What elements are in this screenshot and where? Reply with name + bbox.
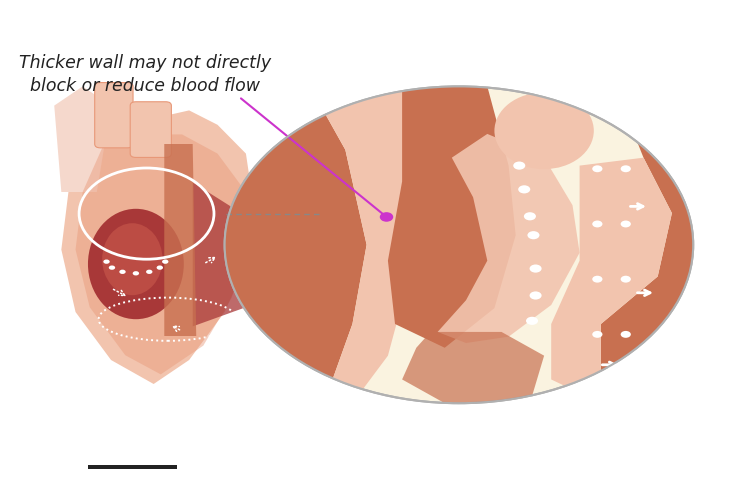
Polygon shape bbox=[601, 86, 693, 403]
Circle shape bbox=[133, 271, 139, 276]
Circle shape bbox=[530, 291, 542, 300]
Polygon shape bbox=[54, 86, 111, 192]
Polygon shape bbox=[62, 110, 253, 384]
Polygon shape bbox=[164, 144, 196, 336]
Circle shape bbox=[592, 165, 602, 172]
Circle shape bbox=[592, 441, 602, 448]
FancyBboxPatch shape bbox=[130, 102, 172, 157]
Text: Thicker wall may not directly
block or reduce blood flow: Thicker wall may not directly block or r… bbox=[19, 54, 272, 95]
Polygon shape bbox=[437, 134, 580, 343]
Polygon shape bbox=[310, 86, 424, 403]
Circle shape bbox=[380, 213, 392, 221]
Circle shape bbox=[592, 220, 602, 228]
Circle shape bbox=[526, 317, 538, 325]
Polygon shape bbox=[402, 332, 544, 403]
Circle shape bbox=[146, 270, 152, 274]
Ellipse shape bbox=[88, 209, 184, 319]
Circle shape bbox=[527, 231, 539, 240]
Circle shape bbox=[162, 260, 169, 264]
Circle shape bbox=[518, 185, 530, 193]
Polygon shape bbox=[225, 86, 367, 403]
Circle shape bbox=[621, 441, 631, 448]
Circle shape bbox=[104, 260, 110, 264]
Polygon shape bbox=[551, 157, 672, 403]
Circle shape bbox=[119, 270, 126, 274]
FancyBboxPatch shape bbox=[94, 83, 133, 148]
Polygon shape bbox=[388, 86, 516, 348]
Polygon shape bbox=[193, 182, 246, 326]
Circle shape bbox=[157, 265, 163, 270]
Circle shape bbox=[225, 86, 693, 403]
Circle shape bbox=[621, 165, 631, 172]
Ellipse shape bbox=[102, 223, 163, 295]
Circle shape bbox=[592, 386, 602, 393]
Circle shape bbox=[592, 276, 602, 283]
Polygon shape bbox=[76, 134, 246, 374]
Circle shape bbox=[621, 276, 631, 283]
Circle shape bbox=[592, 331, 602, 338]
Circle shape bbox=[109, 265, 115, 270]
FancyBboxPatch shape bbox=[88, 465, 177, 469]
Circle shape bbox=[621, 331, 631, 338]
Circle shape bbox=[225, 86, 693, 403]
Circle shape bbox=[530, 264, 542, 273]
Circle shape bbox=[621, 220, 631, 228]
Circle shape bbox=[524, 212, 536, 220]
Circle shape bbox=[621, 386, 631, 393]
Circle shape bbox=[513, 161, 525, 169]
Ellipse shape bbox=[494, 92, 594, 169]
